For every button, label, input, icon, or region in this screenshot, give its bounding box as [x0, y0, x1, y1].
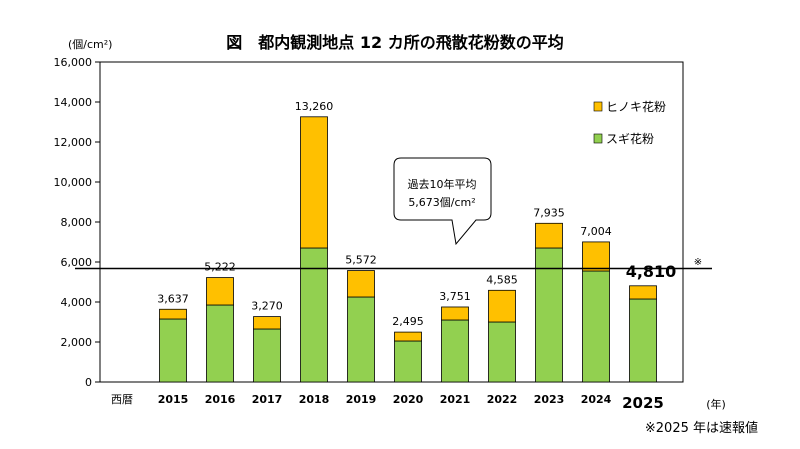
bar-total-label: 3,270 — [251, 300, 283, 313]
x-tick-label: 2025 — [622, 394, 664, 412]
y-tick-label: 16,000 — [54, 56, 93, 69]
bar-total-label: 7,004 — [580, 225, 612, 238]
y-tick-label: 12,000 — [54, 136, 93, 149]
y-tick-label: 0 — [85, 376, 92, 389]
y-tick-label: 10,000 — [54, 176, 93, 189]
x-tick-label: 2019 — [346, 393, 377, 406]
average-callout: 過去10年平均 5,673個/cm² — [393, 157, 492, 246]
bar-segment-sugi — [441, 319, 469, 383]
bar-total-label: 13,260 — [295, 100, 334, 113]
average-callout-title: 過去10年平均 — [408, 177, 477, 191]
x-tick-label: 2022 — [487, 393, 518, 406]
bar-segment-sugi — [347, 296, 375, 383]
bar-segment-sugi — [394, 340, 422, 383]
x-axis-unit: (年) — [706, 397, 726, 411]
bar-total-label: 5,222 — [204, 261, 236, 274]
bar-segment-hinoki — [441, 306, 469, 321]
y-axis: 0 2,000 4,000 6,000 8,000 10,000 12,000 14,000 1… — [54, 56, 100, 389]
legend-swatch — [593, 101, 603, 112]
bar-segment-hinoki — [300, 116, 328, 249]
bar-segment-hinoki — [535, 222, 563, 249]
chart-title: 図 都内観測地点 12 カ所の飛散花粉数の平均 — [226, 33, 563, 52]
x-axis: 2015 2016 2017 2018 2019 2020 2021 2022 2023 2024… — [158, 393, 664, 412]
bar-total-label: 2,495 — [392, 315, 424, 328]
bar-segment-sugi — [206, 304, 234, 383]
x-tick-label: 2023 — [534, 393, 565, 406]
bar-segment-hinoki — [159, 308, 187, 320]
bar-segment-sugi — [159, 318, 187, 383]
bar-total-label: 4,810 — [626, 262, 677, 281]
x-tick-label: 2021 — [440, 393, 471, 406]
x-tick-label: 2017 — [252, 393, 283, 406]
x-tick-label: 2018 — [299, 393, 330, 406]
bar-segment-hinoki — [206, 277, 234, 306]
bar-segment-sugi — [582, 270, 610, 383]
legend-swatch — [593, 133, 603, 144]
bar-segment-hinoki — [394, 331, 422, 342]
bar-segment-hinoki — [582, 241, 610, 272]
y-tick-label: 4,000 — [61, 296, 93, 309]
footnote: ※2025 年は速報値 — [645, 420, 758, 436]
bar-series: 3,637 5,222 3,270 13,260 5,572 2,495 3,751 4,58… — [157, 100, 702, 383]
bar-total-label: 7,935 — [533, 206, 565, 219]
y-tick-label: 2,000 — [61, 336, 93, 349]
legend-label: ヒノキ花粉 — [606, 99, 666, 114]
y-tick-label: 6,000 — [61, 256, 93, 269]
legend-label: スギ花粉 — [606, 131, 654, 146]
bar-segment-hinoki — [629, 285, 657, 300]
x-tick-label: 2015 — [158, 393, 189, 406]
x-axis-prefix: 西暦 — [111, 393, 133, 406]
bar-segment-sugi — [629, 298, 657, 383]
x-tick-label: 2024 — [581, 393, 612, 406]
y-tick-label: 8,000 — [61, 216, 93, 229]
bar-total-label: 3,751 — [439, 290, 471, 303]
x-tick-label: 2020 — [393, 393, 424, 406]
y-tick-label: 14,000 — [54, 96, 93, 109]
average-callout-bubble — [393, 157, 492, 246]
bar-segment-sugi — [253, 328, 281, 383]
bar-total-label: 4,585 — [486, 273, 518, 286]
bar-segment-sugi — [300, 247, 328, 383]
average-callout-value: 5,673個/cm² — [408, 196, 475, 209]
y-axis-unit: (個/cm²) — [68, 38, 112, 51]
bar-segment-hinoki — [488, 289, 516, 323]
preliminary-mark: ※ — [694, 257, 702, 268]
bar-total-label: 5,572 — [345, 254, 377, 267]
bar-segment-hinoki — [347, 270, 375, 298]
bar-total-label: 3,637 — [157, 292, 189, 305]
x-tick-label: 2016 — [205, 393, 236, 406]
bar-segment-hinoki — [253, 316, 281, 330]
bar-segment-sugi — [488, 321, 516, 383]
